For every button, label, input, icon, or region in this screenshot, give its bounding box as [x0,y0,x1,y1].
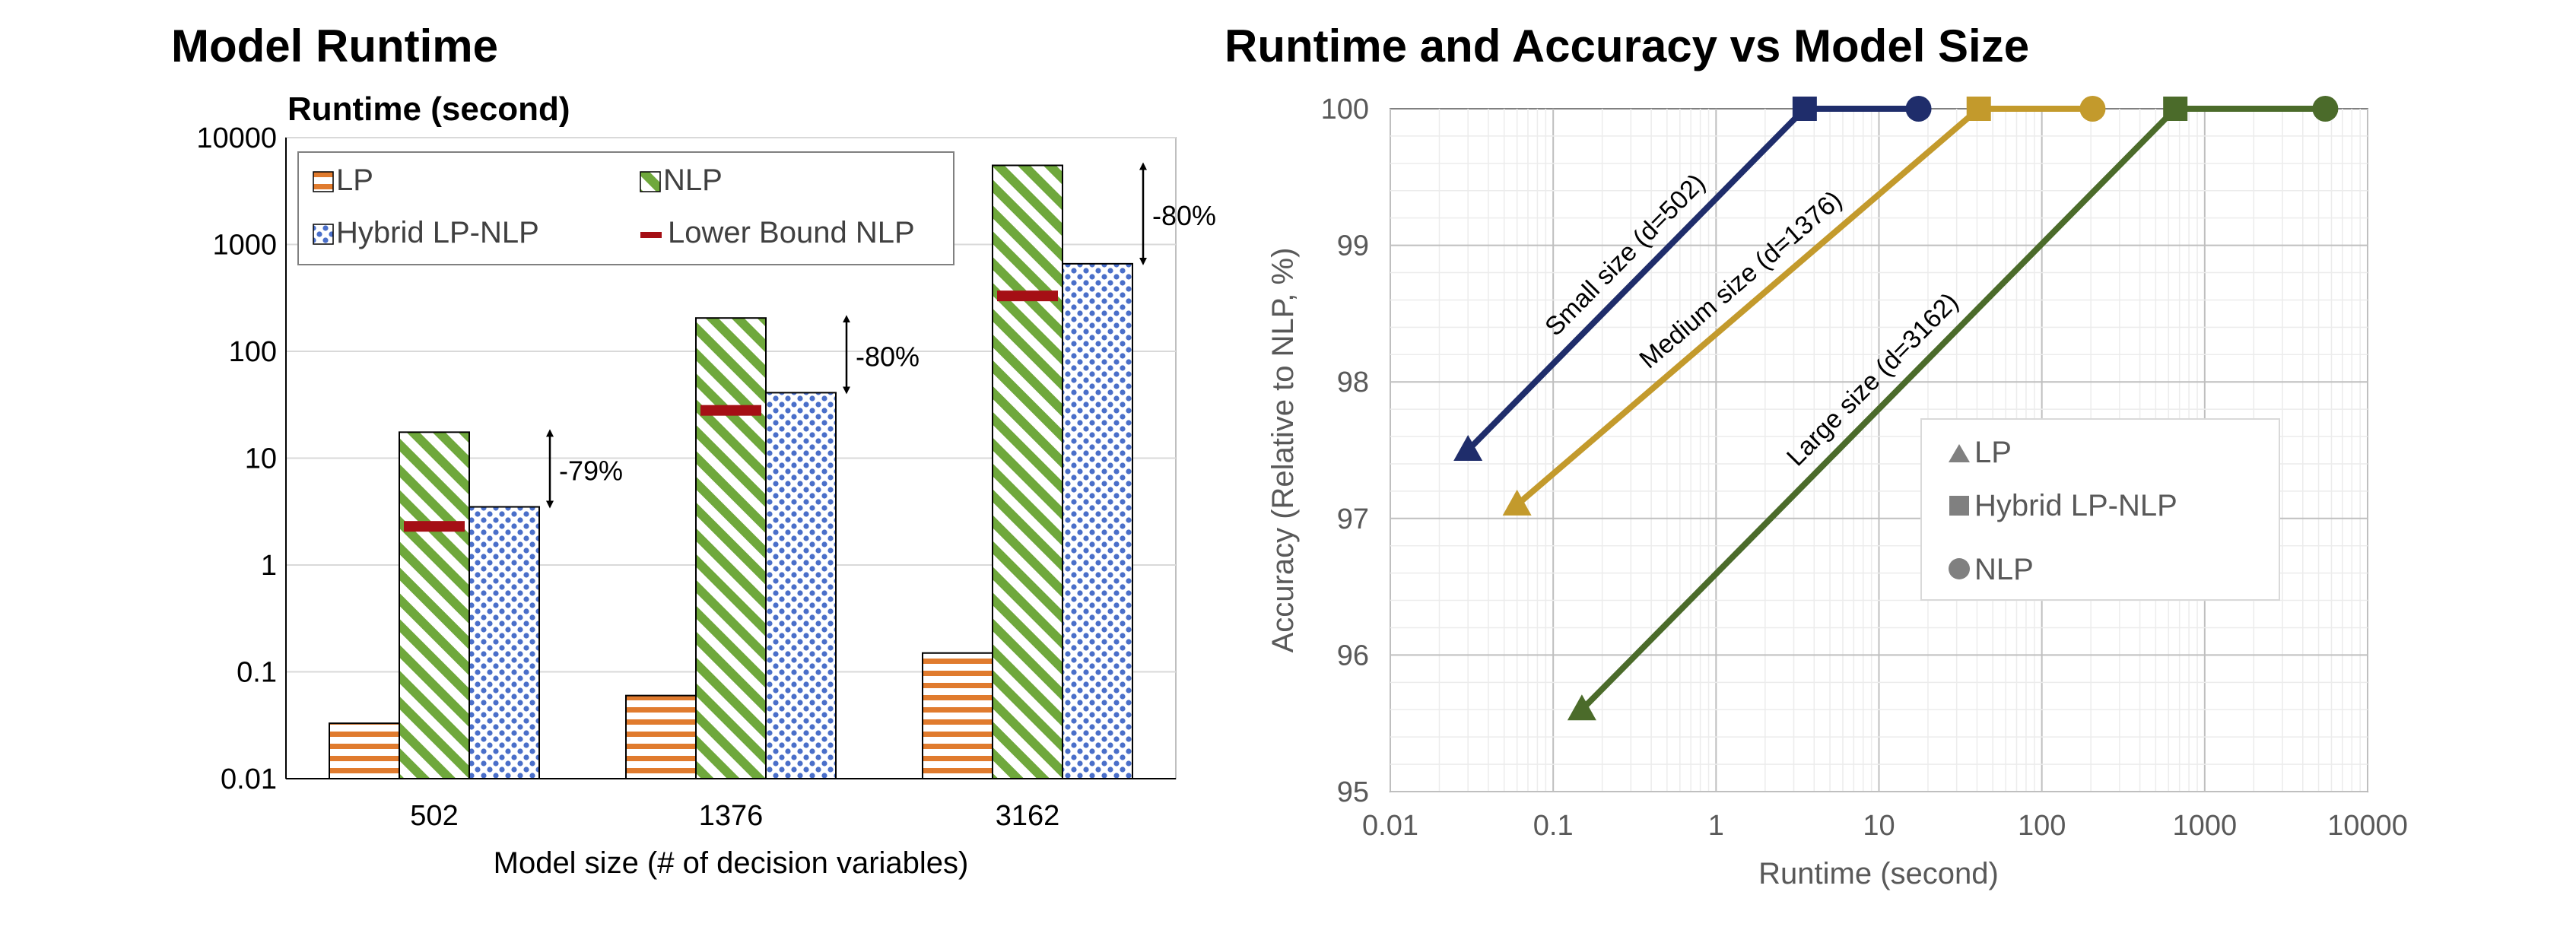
bar-y-tick-label: 1000 [212,230,277,262]
bar-x-tick-label: 502 [410,800,458,832]
bar-lp [329,722,400,780]
legend-label-hybrid: Hybrid LP-NLP [336,216,539,249]
legend-swatch-lower-bound [640,232,662,238]
line-x-tick-label: 0.01 [1362,810,1418,842]
line-y-tick-label: 100 [1321,94,1369,125]
square-marker [1792,97,1817,121]
bar-series [329,164,1133,780]
triangle-marker [1567,694,1596,721]
line-y-tick-label: 99 [1337,230,1369,262]
bar-y-tick-label: 100 [229,336,277,368]
bar-nlp [399,431,470,779]
legend-label-lower-bound: Lower Bound NLP [668,216,915,249]
line-x-tick-label: 1000 [2173,810,2238,842]
bar-x-tick-label: 3162 [996,800,1060,832]
reduction-label: -79% [559,455,623,486]
bar-hybrid-lp-nlp [1062,262,1133,779]
bar-nlp [992,164,1063,779]
left-chart-title: Model Runtime [171,21,498,71]
square-marker [1966,97,1991,121]
circle-marker [1905,96,1932,122]
legend-marker-circle [1949,558,1970,579]
bar-y-tick-label: 10 [245,443,277,475]
bar-x-axis-label: Model size (# of decision variables) [494,846,969,880]
line-x-tick-labels: 0.01 0.1 1 10 100 1000 10000 [1362,810,2408,842]
triangle-marker [1453,435,1483,461]
bar-axes [285,138,1176,779]
reduction-label: -80% [856,341,920,372]
reduction-label: -80% [1152,200,1216,231]
line-y-axis-label: Accuracy (Relative to NLP, %) [1266,248,1300,653]
bar-y-tick-label: 10000 [196,122,277,154]
line-y-tick-label: 96 [1337,640,1369,671]
bar-hybrid-lp-nlp [469,506,540,779]
legend-label-nlp: NLP [663,163,723,197]
line-x-tick-label: 100 [2018,810,2066,842]
circle-marker [2312,96,2339,122]
line-x-axis-label: Runtime (second) [1758,857,1999,890]
legend-marker-square [1949,496,1969,516]
bar-legend: LP NLP Hybrid LP-NLP Lower Bound NLP [297,151,954,265]
line-y-tick-label: 95 [1337,776,1369,808]
bar-lp [922,652,993,779]
bar-hybrid-lp-nlp [765,392,837,779]
lower-bound-marker [997,290,1058,302]
right-chart-title: Runtime and Accuracy vs Model Size [1224,21,2030,71]
line-markers [1453,96,2339,721]
lower-bound-marker [700,405,761,416]
bar-nlp [695,317,767,779]
line-y-tick-label: 97 [1337,503,1369,535]
lower-bound-marker [404,521,465,532]
bar-y-tick-label: 1 [261,550,277,582]
legend-label-lp: LP [336,163,373,197]
line-y-tick-labels: 95 96 97 98 99 100 [1321,94,1369,808]
square-marker [2163,97,2188,121]
line-x-tick-label: 1 [1708,810,1724,842]
bar-lp [625,694,697,779]
legend-swatch-lp [313,171,334,192]
line-x-tick-label: 10000 [2327,810,2408,842]
line-x-tick-label: 0.1 [1533,810,1574,842]
circle-marker [2079,96,2106,122]
lower-bound-markers [404,290,1058,532]
legend-label-hybrid-marker: Hybrid LP-NLP [1974,489,2177,522]
legend-marker-triangle [1949,444,1970,462]
line-legend: LP Hybrid LP-NLP NLP [1920,418,2280,601]
bar-y-tick-labels: 0.01 0.1 1 10 100 1000 10000 [196,122,277,795]
bar-y-tick-label: 0.1 [237,657,277,689]
legend-label-nlp-marker: NLP [1974,553,2034,586]
line-x-tick-label: 10 [1863,810,1895,842]
bar-x-tick-label: 1376 [699,800,764,832]
line-y-tick-label: 98 [1337,367,1369,398]
legend-swatch-nlp [640,171,661,192]
bar-y-tick-label: 0.01 [221,763,277,795]
reduction-annotations: -79% -80% -80% [546,162,1216,509]
legend-swatch-hybrid [313,224,334,245]
triangle-marker [1502,489,1532,516]
bar-chart-subtitle: Runtime (second) [287,90,570,128]
bar-x-tick-labels: 502 1376 3162 [410,800,1059,832]
legend-label-lp-marker: LP [1974,436,2012,469]
